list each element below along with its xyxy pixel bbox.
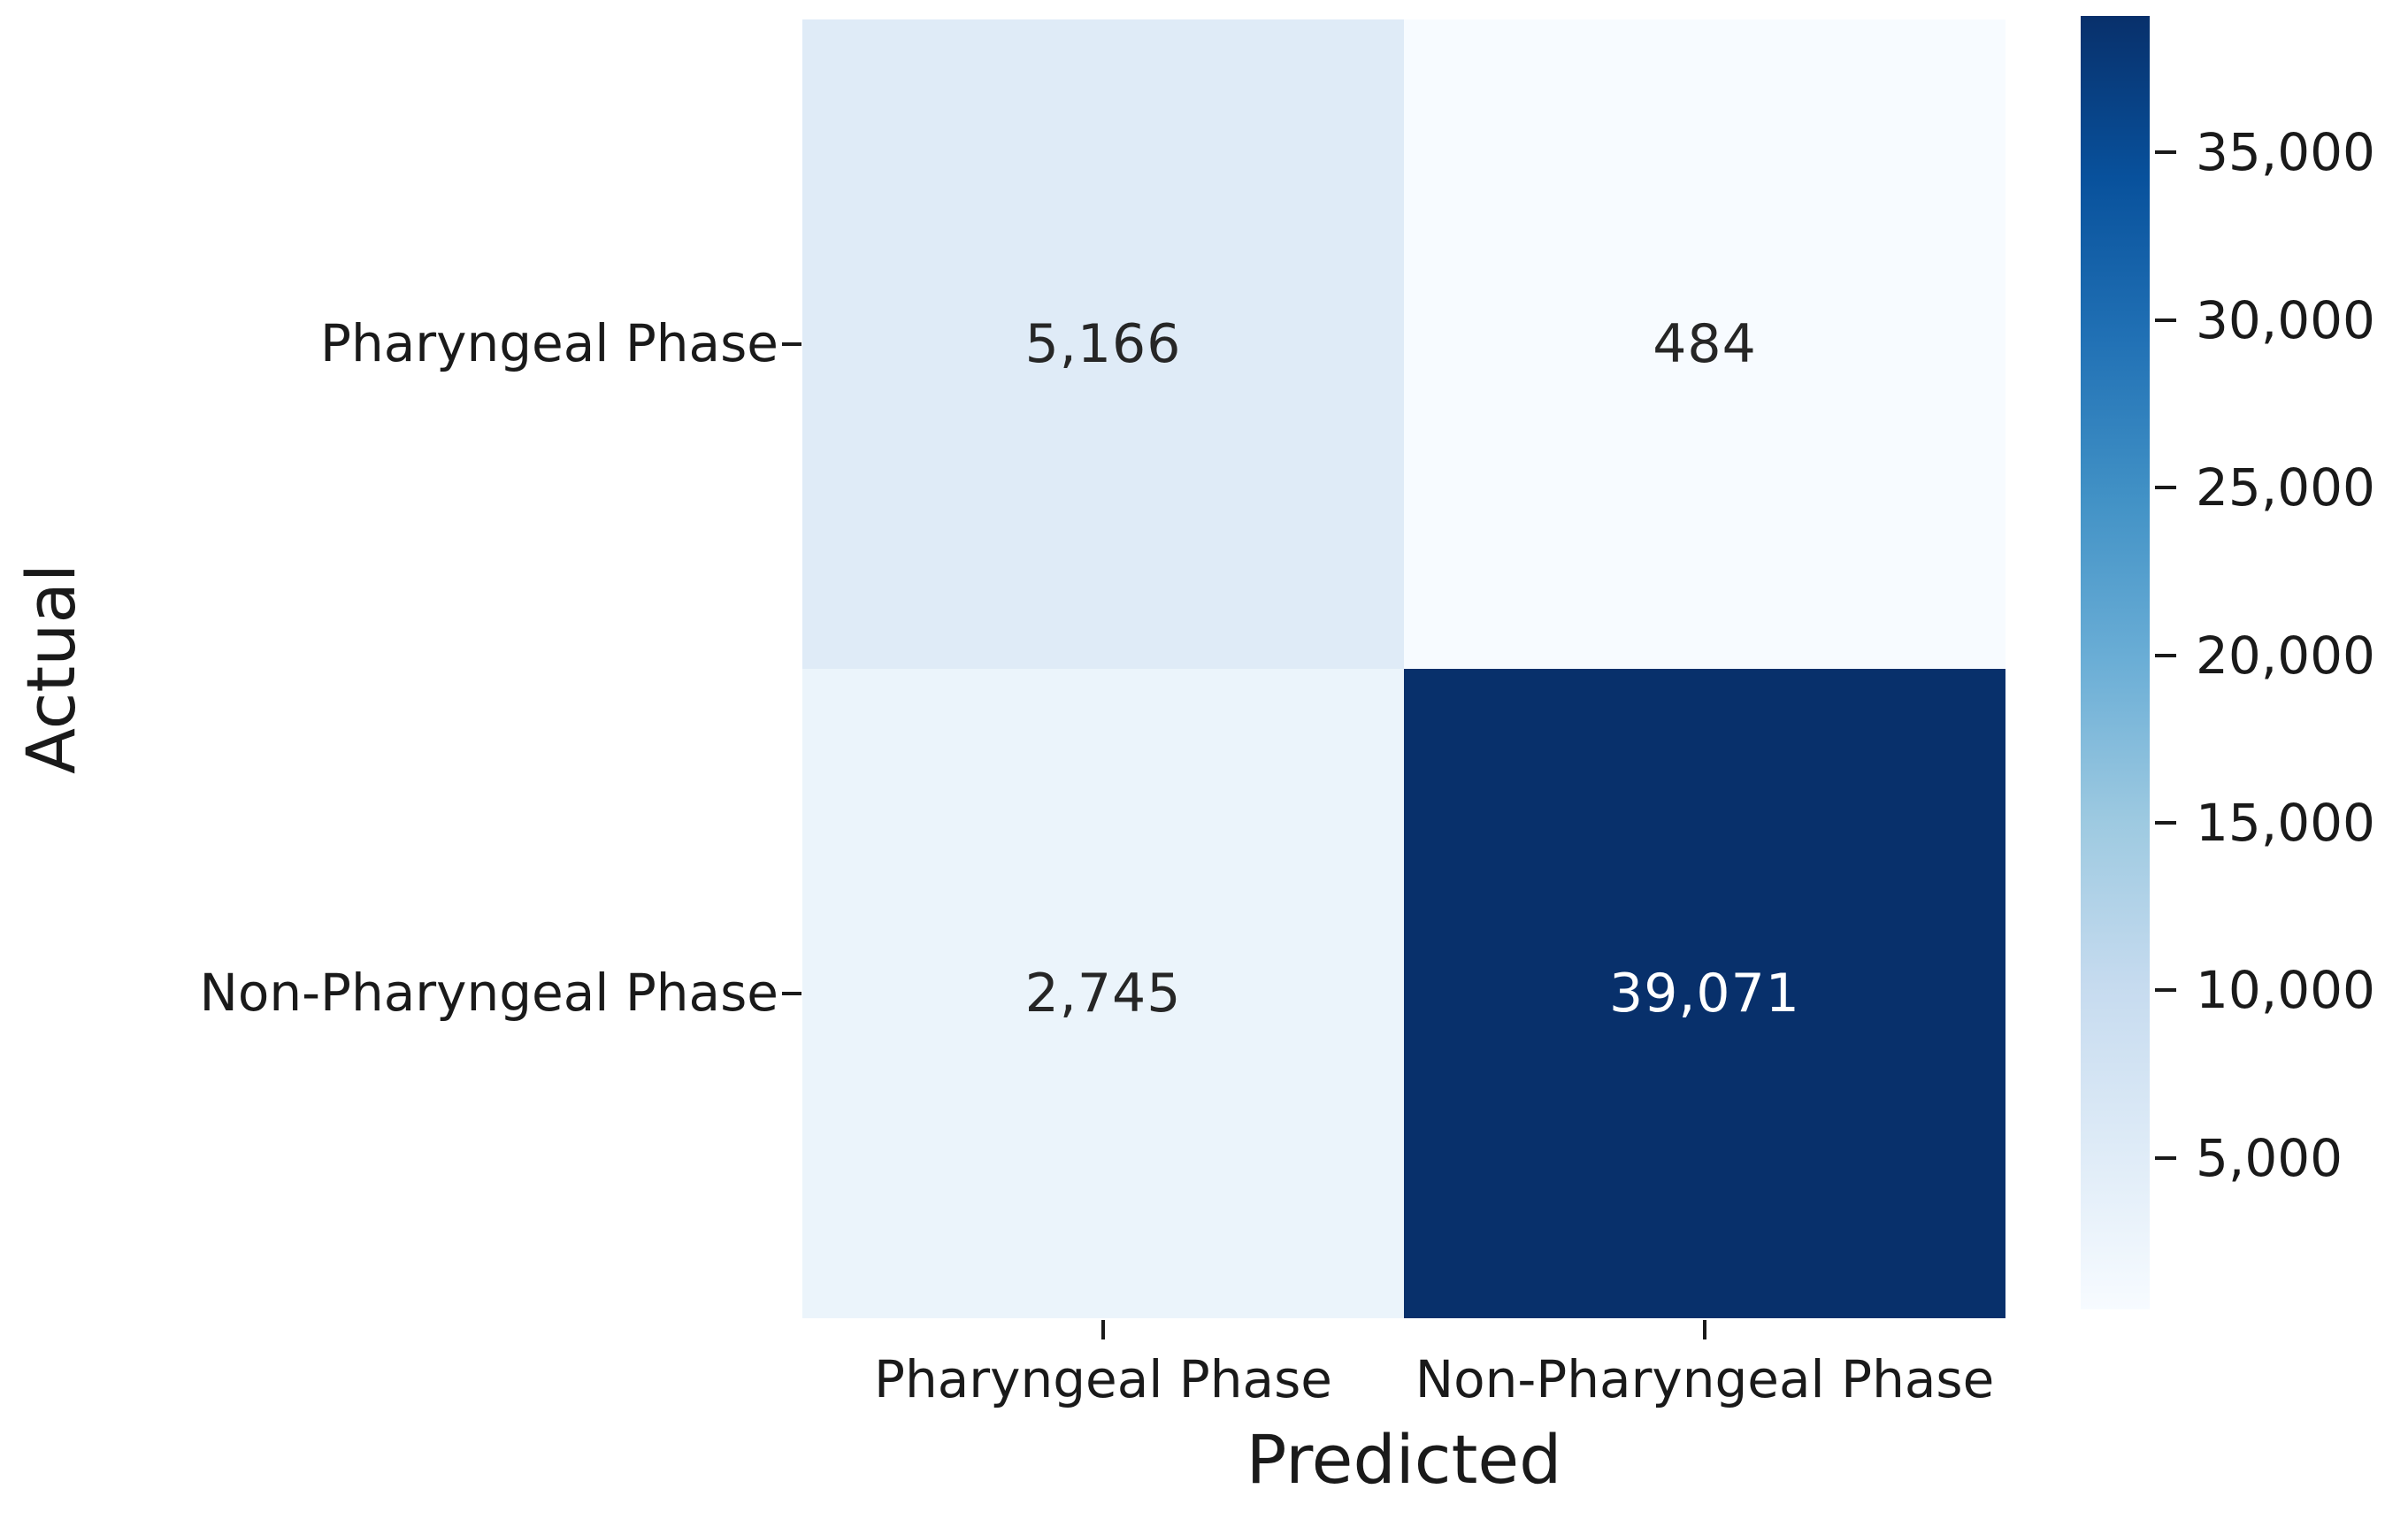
y-axis-title: Actual (12, 563, 91, 775)
colorbar-tick-label: 35,000 (2196, 122, 2375, 183)
colorbar-tick-mark (2155, 988, 2176, 993)
heatmap-cell-r1c1: 39,071 (1404, 669, 2005, 1318)
colorbar-tick-mark (2155, 150, 2176, 155)
cell-value: 2,745 (1024, 963, 1182, 1025)
colorbar-tick-label: 30,000 (2196, 289, 2375, 350)
y-axis-tick-mark (782, 992, 801, 995)
cell-value: 484 (1653, 313, 1757, 375)
y-axis-tick-label: Non-Pharyngeal Phase (199, 963, 778, 1024)
colorbar-tick-mark (2155, 486, 2176, 490)
y-axis-tick-label: Pharyngeal Phase (320, 313, 778, 374)
y-axis-tick-mark (782, 342, 801, 346)
heatmap-cell-r1c0: 2,745 (802, 669, 1404, 1318)
colorbar-tick-mark (2155, 821, 2176, 825)
heatmap-cell-r0c1: 484 (1404, 19, 2005, 669)
colorbar-tick-label: 10,000 (2196, 960, 2375, 1021)
colorbar-tick-label: 25,000 (2196, 457, 2375, 518)
cell-value: 5,166 (1024, 313, 1182, 375)
colorbar-tick-mark (2155, 318, 2176, 322)
heatmap-cell-r0c0: 5,166 (802, 19, 1404, 669)
colorbar-tick-label: 5,000 (2196, 1127, 2343, 1188)
x-axis-tick-label: Pharyngeal Phase (874, 1349, 1332, 1409)
x-axis-title: Predicted (1246, 1420, 1562, 1499)
cell-value: 39,071 (1609, 963, 1800, 1025)
colorbar-tick-label: 20,000 (2196, 625, 2375, 686)
x-axis-tick-mark (1101, 1320, 1105, 1339)
x-axis-tick-label: Non-Pharyngeal Phase (1415, 1349, 1995, 1409)
colorbar-tick-label: 15,000 (2196, 793, 2375, 853)
heatmap: 5,166 484 2,745 39,071 (802, 19, 2005, 1318)
colorbar-gradient (2081, 16, 2150, 1309)
colorbar-tick-mark (2155, 653, 2176, 657)
colorbar-tick-mark (2155, 1155, 2176, 1160)
x-axis-tick-mark (1703, 1320, 1706, 1339)
